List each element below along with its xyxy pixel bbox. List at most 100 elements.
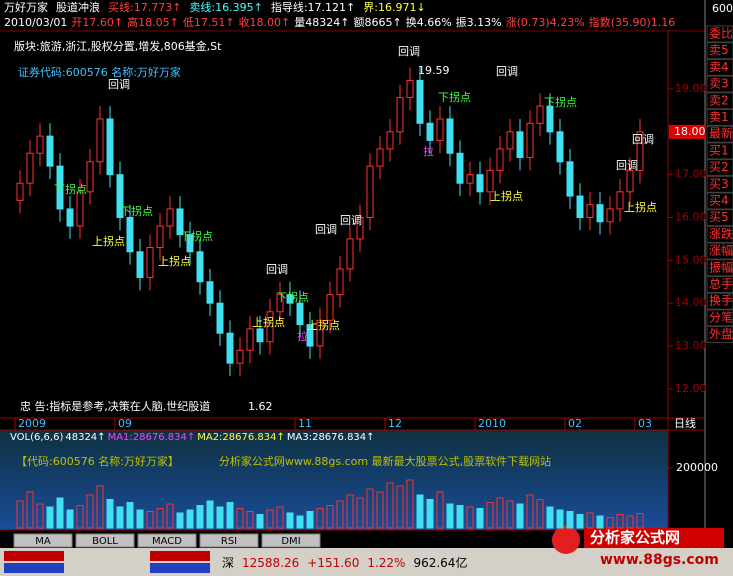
- candle-body: [336, 268, 344, 296]
- sector: 版块:旅游,浙江,股权分置,增发,806基金,St: [14, 39, 222, 53]
- side-button: [706, 276, 733, 293]
- volume-bar: [556, 509, 564, 529]
- tab-label[interactable]: RSI: [221, 536, 237, 547]
- candle-body: [606, 208, 614, 223]
- volume-bar: [116, 506, 124, 529]
- candle-body: [516, 131, 524, 159]
- tab-label[interactable]: DMI: [281, 536, 300, 547]
- volume-bar: [426, 499, 434, 529]
- volume-bar: [306, 511, 314, 529]
- candle-body: [306, 324, 314, 347]
- annotation: 回调: [266, 263, 288, 276]
- tab[interactable]: [137, 533, 197, 548]
- annotation: 上拐点: [92, 234, 125, 248]
- annotation: 下拐点: [438, 90, 471, 104]
- x-tick-label: 2009: [18, 417, 46, 430]
- status-box: [4, 551, 64, 561]
- candle-body: [76, 191, 84, 227]
- volume-bar: [226, 502, 234, 529]
- candle-body: [396, 97, 404, 133]
- volume-bar: [366, 488, 374, 529]
- side-button: [706, 175, 733, 193]
- tab[interactable]: [261, 533, 321, 548]
- header-line-part: 买线:17.773↑: [108, 0, 181, 14]
- volume-legend-part: MA2:28676.834↑: [197, 432, 285, 443]
- tab[interactable]: [199, 533, 259, 548]
- tab[interactable]: [13, 533, 73, 548]
- side-button-label: 卖3: [709, 77, 729, 91]
- candle-body: [406, 79, 414, 99]
- volume-bar: [516, 503, 524, 529]
- side-button-label: 卖1: [709, 110, 729, 124]
- header-line-part: 换4.66%: [406, 15, 452, 29]
- annotation: 回调: [108, 78, 130, 91]
- candle-body: [186, 234, 194, 253]
- annotation: 下拐点: [544, 95, 577, 109]
- header-line: 2010/03/01 开17.60↑ 高18.05↑ 低17.51↑ 收18.00↑ 量4…: [4, 15, 675, 29]
- candle-body: [356, 217, 364, 240]
- x-tick-label: 09: [118, 417, 132, 430]
- volume-legend-part: 48324↑: [65, 432, 105, 443]
- candle-body: [366, 165, 374, 219]
- volume-bar: [26, 491, 34, 529]
- candle-body: [526, 122, 534, 159]
- volume-bar: [56, 497, 64, 529]
- header-line-part: 高18.05↑: [127, 15, 179, 29]
- candle-body: [286, 294, 294, 304]
- status-box: [150, 551, 210, 561]
- tab[interactable]: [75, 533, 135, 548]
- volume-bar: [626, 515, 634, 529]
- side-button-label: 涨跌: [709, 226, 733, 241]
- candle-body: [636, 131, 644, 171]
- volume-legend-part: VOL(6,6,6): [10, 432, 63, 443]
- candle-body: [26, 152, 34, 184]
- header-line: 万好万家 股道冲浪 买线:17.773↑ 卖线:16.395↑ 指导线:17.121↑ 界…: [4, 0, 426, 14]
- header-line-part: 额8665↑: [354, 16, 402, 29]
- tab-label[interactable]: MA: [35, 536, 51, 547]
- volume-bar: [586, 512, 594, 529]
- tab-label[interactable]: MACD: [152, 536, 182, 547]
- side-button: [706, 259, 733, 277]
- side-button-label: 外盘: [709, 326, 733, 341]
- volume-bar: [576, 514, 584, 529]
- candle-body: [16, 182, 24, 201]
- volume-bar: [156, 508, 164, 529]
- volume-bar: [286, 512, 294, 529]
- side-button-label: 总手: [709, 277, 733, 291]
- volume-bar: [536, 499, 544, 529]
- candle-body: [66, 208, 74, 227]
- volume-bar: [196, 505, 204, 529]
- side-button-label: 委比: [709, 27, 733, 41]
- x-tick-label: 2010: [478, 417, 506, 430]
- side-button-label: 卖4: [709, 60, 729, 74]
- volume-bar: [16, 500, 24, 529]
- annotation: 拉: [297, 329, 308, 343]
- x-tick-label: 12: [388, 417, 402, 430]
- tab-label[interactable]: BOLL: [92, 536, 118, 547]
- volume-bar: [296, 515, 304, 529]
- side-button: [706, 142, 733, 160]
- header-line-part: 卖线:16.395↑: [189, 0, 262, 14]
- logo-bg: [584, 528, 724, 548]
- volume-bar: [406, 479, 414, 529]
- candle-body: [116, 174, 124, 219]
- status-box: [4, 563, 64, 573]
- volume-bar: [476, 508, 484, 529]
- x-tick-label: 02: [568, 417, 582, 430]
- annotation: 拉: [423, 144, 434, 158]
- status-text-part: 深: [222, 556, 234, 570]
- volume-bar: [416, 494, 424, 529]
- volume-bar: [346, 494, 354, 529]
- volume-bar: [496, 497, 504, 529]
- candle-body: [106, 118, 114, 176]
- x-tick-label: 11: [298, 417, 312, 430]
- logo-name: 分析家公式网: [590, 529, 680, 547]
- last-price-label: 18.00: [674, 125, 706, 138]
- logo-url: www.88gs.com: [600, 552, 719, 568]
- y-tick-label: 15.00: [675, 253, 707, 266]
- candle-body: [36, 135, 44, 154]
- side-button-label: 换手: [709, 294, 733, 308]
- side-button: [706, 75, 733, 93]
- low-label: 1.62: [248, 400, 273, 413]
- code-short: 600: [712, 2, 733, 15]
